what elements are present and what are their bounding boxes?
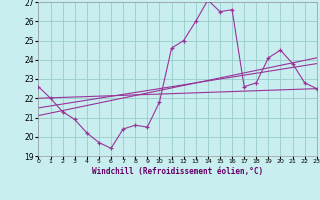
X-axis label: Windchill (Refroidissement éolien,°C): Windchill (Refroidissement éolien,°C) bbox=[92, 167, 263, 176]
